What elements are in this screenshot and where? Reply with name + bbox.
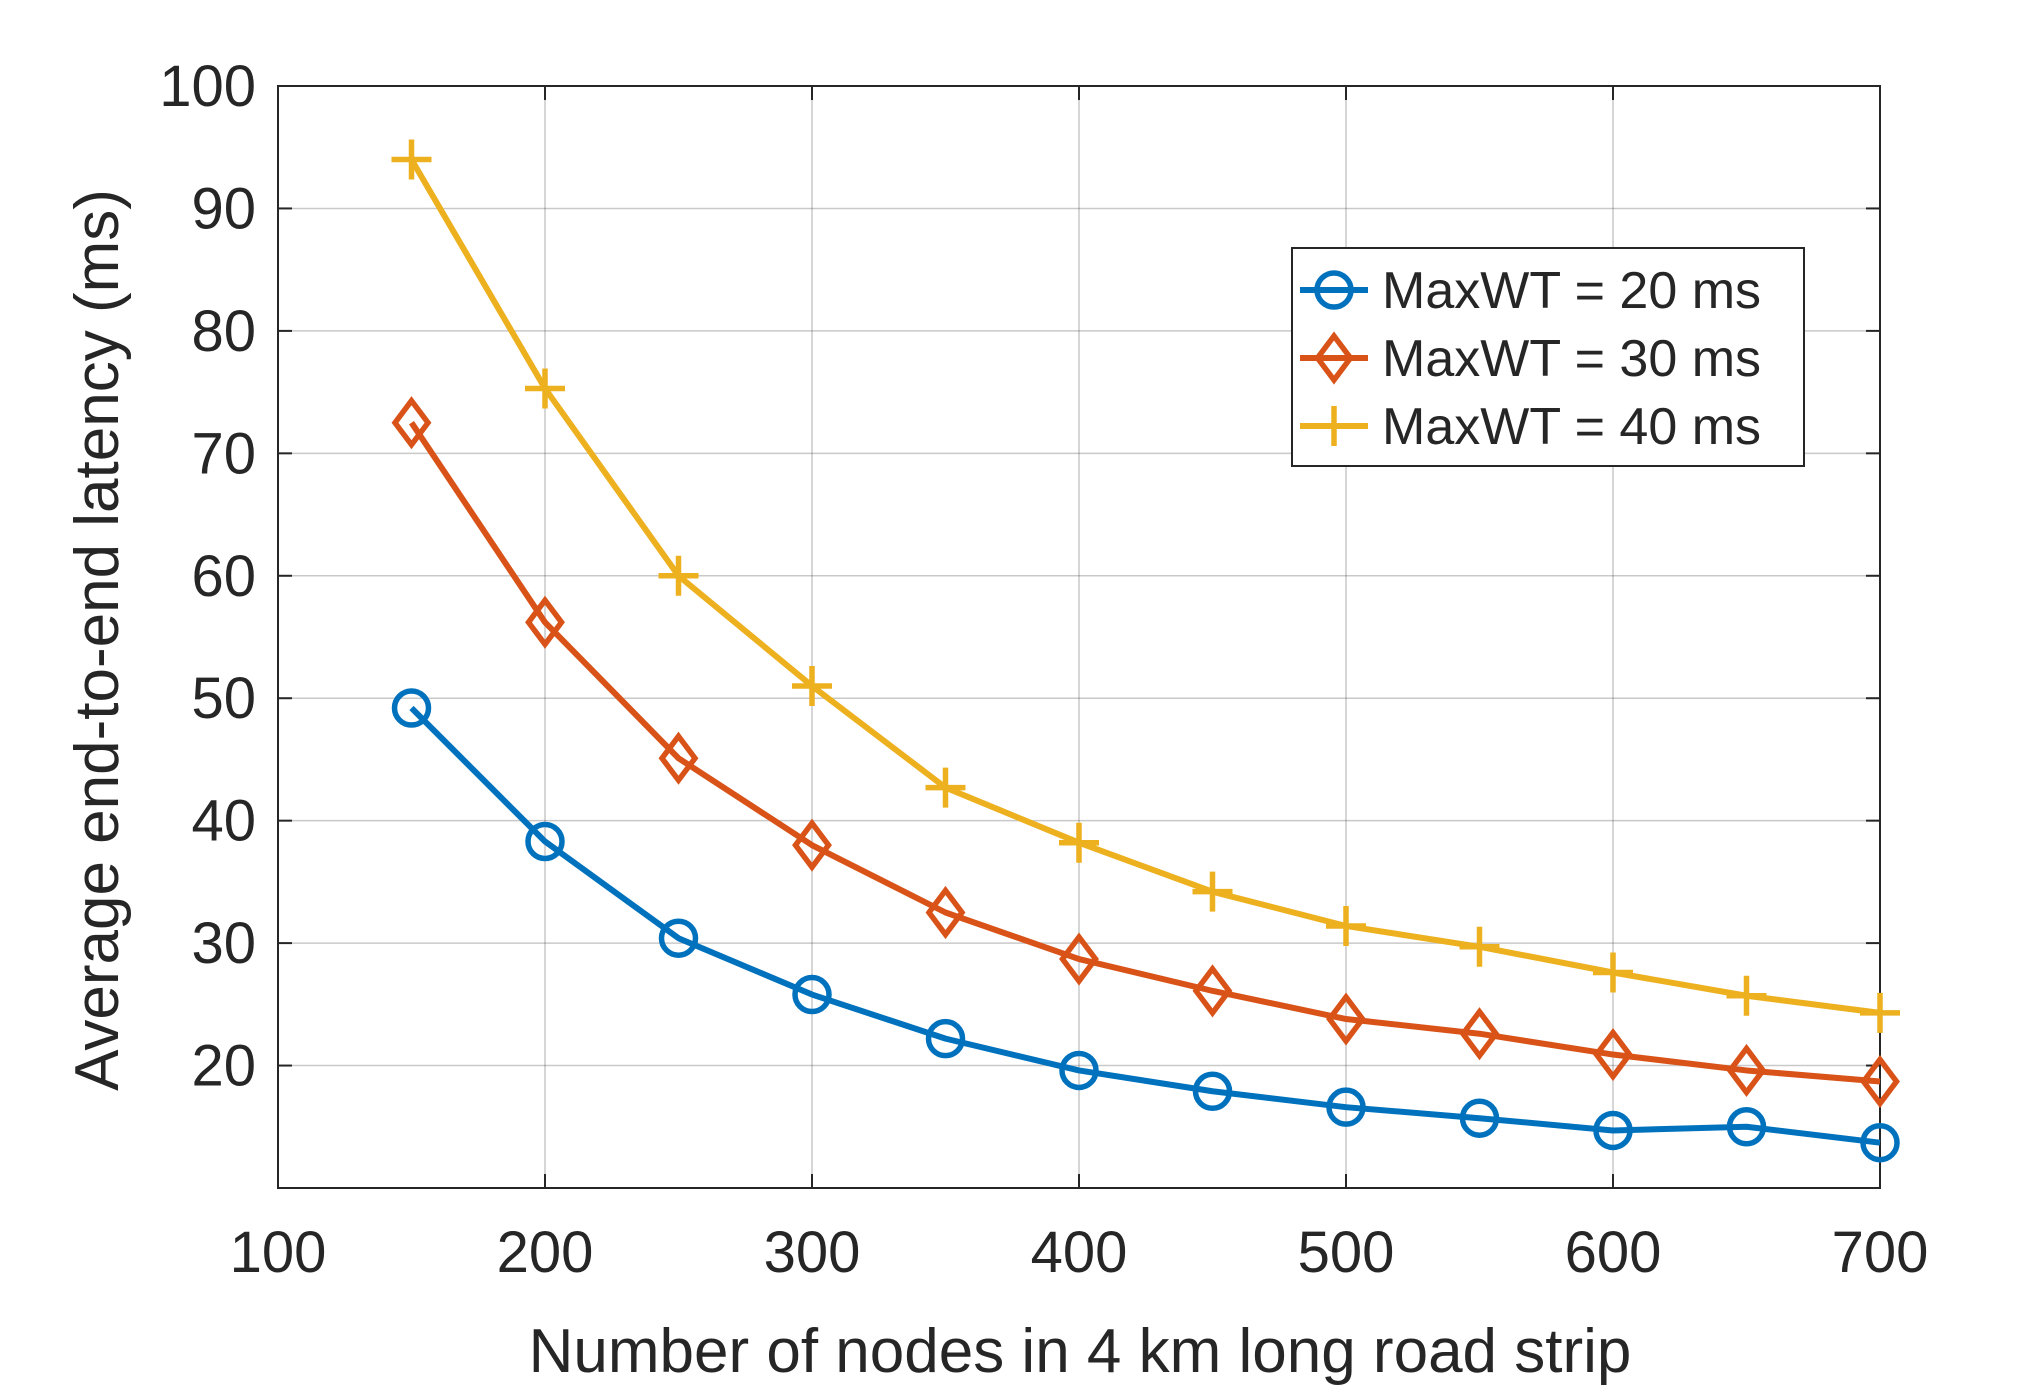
data-point-circle: [1192, 1071, 1233, 1112]
legend-label: MaxWT = 40 ms: [1382, 398, 1761, 456]
data-point-circle: [1726, 1107, 1767, 1147]
y-tick-label: 60: [191, 544, 256, 609]
data-point-diamond: [391, 396, 432, 450]
data-point-circle: [1459, 1098, 1500, 1138]
data-point-circle: [1593, 1110, 1633, 1151]
data-point-diamond: [1459, 1007, 1500, 1061]
y-tick-label: 50: [191, 666, 256, 731]
legend-item: MaxWT = 20 ms: [1300, 262, 1761, 320]
y-axis-label: Average end-to-end latency (ms): [63, 189, 132, 1091]
data-point-circle: [1314, 270, 1354, 310]
y-tick-label: 80: [191, 299, 256, 364]
data-point-diamond: [1326, 992, 1366, 1046]
series-line: [408, 157, 1881, 1016]
legend: MaxWT = 20 ms MaxWT = 30 ms MaxWT = 40 ms: [1291, 247, 1805, 467]
grid-lines: [277, 85, 1881, 1188]
legend-item: MaxWT = 30 ms: [1300, 330, 1761, 388]
series-2: [391, 396, 1900, 1109]
series-line: [409, 705, 1881, 1146]
data-point-circle: [792, 974, 832, 1015]
x-tick-label: 100: [230, 1220, 327, 1285]
data-point-diamond: [1192, 964, 1233, 1018]
data-point-plus: [658, 555, 699, 596]
y-tick-label: 90: [191, 176, 256, 241]
data-point-circle: [391, 688, 432, 728]
data-point-diamond: [925, 885, 966, 940]
y-tick-label: 30: [191, 911, 256, 976]
y-tick-label: 20: [191, 1034, 256, 1099]
x-tick-label: 500: [1298, 1220, 1395, 1285]
x-tick-label: 600: [1565, 1220, 1662, 1285]
data-point-circle: [925, 1018, 966, 1059]
data-point-plus: [1314, 406, 1354, 446]
y-tick-label: 70: [191, 421, 256, 486]
x-tick-label: 300: [764, 1220, 861, 1285]
data-point-circle: [658, 918, 699, 958]
series-line: [409, 421, 1881, 1085]
data-point-circle: [1326, 1087, 1366, 1127]
data-point-plus: [1326, 905, 1366, 946]
data-point-plus: [1726, 975, 1767, 1016]
data-point-diamond: [525, 595, 565, 649]
legend-label: MaxWT = 20 ms: [1382, 262, 1761, 320]
legend-label: MaxWT = 30 ms: [1382, 330, 1761, 388]
series-3: [391, 139, 1900, 1033]
x-tick-label: 700: [1832, 1220, 1929, 1285]
data-point-plus: [1459, 926, 1500, 967]
data-point-plus: [1192, 871, 1233, 912]
data-point-plus: [525, 368, 565, 409]
data-point-plus: [1860, 992, 1900, 1033]
data-point-plus: [391, 139, 432, 180]
series-lines: [391, 139, 1900, 1163]
data-point-circle: [525, 821, 565, 862]
x-tick-labels: 100 200 300 400 500 600 700: [230, 1220, 1929, 1285]
data-point-diamond: [1059, 932, 1099, 986]
data-point-plus: [792, 665, 832, 706]
legend-box: [1291, 247, 1805, 467]
x-axis-label: Number of nodes in 4 km long road strip: [529, 1317, 1632, 1386]
data-point-circle: [1059, 1050, 1099, 1091]
data-point-plus: [1059, 822, 1099, 863]
data-point-diamond: [792, 818, 832, 872]
series-1: [391, 688, 1900, 1163]
y-tick-label: 40: [191, 789, 256, 854]
data-point-diamond: [1860, 1054, 1900, 1109]
data-point-circle: [1860, 1122, 1900, 1163]
x-tick-label: 400: [1031, 1220, 1128, 1285]
y-tick-labels: 20 30 40 50 60 70 80 90 100: [159, 54, 256, 1099]
y-tick-label: 100: [159, 54, 256, 119]
legend-item: MaxWT = 40 ms: [1300, 398, 1761, 456]
x-tick-label: 200: [497, 1220, 594, 1285]
data-point-plus: [1593, 952, 1633, 993]
data-point-diamond: [1593, 1027, 1633, 1082]
data-point-diamond: [1726, 1043, 1767, 1098]
data-point-diamond: [1314, 331, 1354, 385]
data-point-plus: [925, 767, 966, 808]
axes: [277, 85, 1881, 1189]
data-point-diamond: [658, 731, 699, 785]
